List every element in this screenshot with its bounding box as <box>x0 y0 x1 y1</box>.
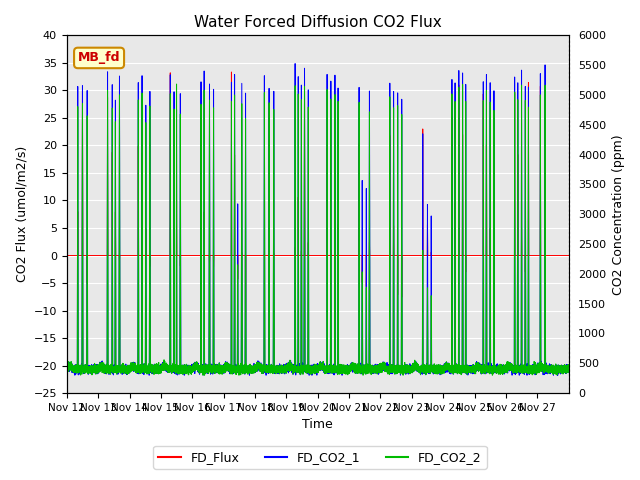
FD_CO2_1 <box>291 60 299 66</box>
FD_CO2_2 <box>488 370 495 375</box>
Y-axis label: CO2 Concentration (ppm): CO2 Concentration (ppm) <box>612 134 625 295</box>
FD_CO2_2 <box>522 361 530 367</box>
FD_Flux <box>63 252 70 258</box>
FD_Flux <box>236 252 243 258</box>
FD_Flux <box>108 252 115 258</box>
Line: FD_CO2_1: FD_CO2_1 <box>67 63 568 375</box>
Legend: FD_Flux, FD_CO2_1, FD_CO2_2: FD_Flux, FD_CO2_1, FD_CO2_2 <box>153 446 487 469</box>
FD_CO2_1 <box>108 366 115 372</box>
FD_CO2_2 <box>564 365 572 371</box>
FD_CO2_2 <box>108 368 115 373</box>
FD_CO2_2 <box>236 366 243 372</box>
FD_CO2_2 <box>451 110 459 116</box>
FD_Flux <box>522 252 530 258</box>
FD_CO2_1 <box>451 90 459 96</box>
FD_CO2_1 <box>63 368 70 374</box>
FD_CO2_1 <box>145 372 153 378</box>
Line: FD_CO2_2: FD_CO2_2 <box>67 84 568 375</box>
FD_CO2_1 <box>236 365 243 371</box>
FD_CO2_1 <box>202 367 209 373</box>
FD_CO2_2 <box>199 372 207 378</box>
FD_CO2_2 <box>202 366 209 372</box>
Title: Water Forced Diffusion CO2 Flux: Water Forced Diffusion CO2 Flux <box>194 15 442 30</box>
FD_Flux <box>202 252 209 258</box>
FD_CO2_1 <box>564 366 572 372</box>
X-axis label: Time: Time <box>302 419 333 432</box>
FD_CO2_2 <box>63 365 70 371</box>
FD_CO2_2 <box>173 81 180 87</box>
Text: MB_fd: MB_fd <box>78 51 120 64</box>
FD_Flux <box>488 252 495 258</box>
FD_Flux <box>228 69 236 75</box>
FD_Flux <box>451 207 459 213</box>
FD_Flux <box>242 361 250 367</box>
FD_CO2_1 <box>522 363 530 369</box>
FD_CO2_1 <box>488 368 495 374</box>
FD_Flux <box>564 252 572 258</box>
Line: FD_Flux: FD_Flux <box>67 72 568 364</box>
Y-axis label: CO2 Flux (umol/m2/s): CO2 Flux (umol/m2/s) <box>15 146 28 282</box>
